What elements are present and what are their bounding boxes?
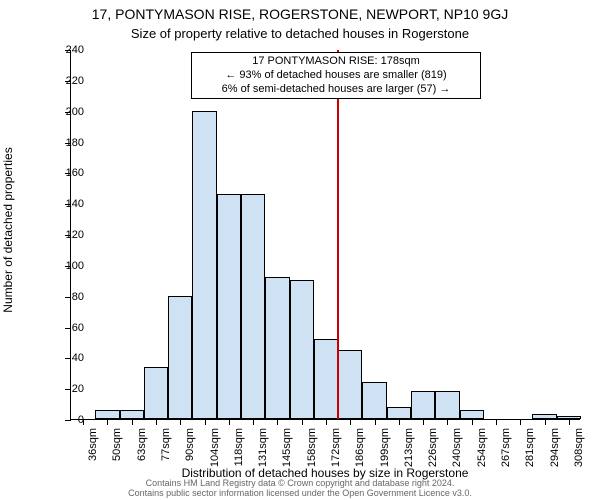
histogram-bar — [338, 350, 362, 419]
x-tick — [545, 419, 546, 425]
y-tick-label: 240 — [66, 44, 84, 56]
x-tick-label: 240sqm — [451, 428, 463, 467]
x-tick — [399, 419, 400, 425]
x-tick — [423, 419, 424, 425]
y-tick-label: 220 — [66, 75, 84, 87]
page-root: 17, PONTYMASON RISE, ROGERSTONE, NEWPORT… — [0, 0, 600, 500]
x-tick-label: 63sqm — [136, 428, 148, 461]
x-tick — [132, 419, 133, 425]
x-tick-label: 254sqm — [476, 428, 488, 467]
y-tick-label: 180 — [66, 137, 84, 149]
x-tick-label: 104sqm — [209, 428, 221, 467]
x-tick — [496, 419, 497, 425]
histogram-bar — [95, 410, 119, 419]
x-tick — [569, 419, 570, 425]
chart-area: 36sqm50sqm63sqm77sqm90sqm104sqm118sqm131… — [70, 50, 580, 420]
histogram-bar — [168, 296, 192, 419]
x-tick-label: 131sqm — [257, 428, 269, 467]
y-tick-label: 100 — [66, 260, 84, 272]
histogram-bar — [144, 367, 168, 419]
histogram-bar — [241, 194, 265, 419]
x-tick-label: 145sqm — [281, 428, 293, 467]
y-tick-label: 40 — [72, 352, 84, 364]
y-tick — [65, 328, 71, 329]
histogram-bar — [192, 111, 216, 419]
histogram-bar — [290, 280, 314, 419]
y-tick — [65, 297, 71, 298]
x-tick — [253, 419, 254, 425]
y-tick-label: 20 — [72, 383, 84, 395]
x-tick-label: 90sqm — [184, 428, 196, 461]
footer: Contains HM Land Registry data © Crown c… — [0, 479, 600, 499]
x-tick — [205, 419, 206, 425]
x-tick — [229, 419, 230, 425]
x-tick-label: 226sqm — [427, 428, 439, 467]
y-tick — [65, 358, 71, 359]
annotation-line: 6% of semi-detached houses are larger (5… — [198, 83, 474, 97]
x-tick — [302, 419, 303, 425]
x-tick — [350, 419, 351, 425]
page-title: 17, PONTYMASON RISE, ROGERSTONE, NEWPORT… — [0, 6, 600, 22]
annotation-box: 17 PONTYMASON RISE: 178sqm← 93% of detac… — [191, 52, 481, 99]
y-tick-label: 60 — [72, 322, 84, 334]
y-tick-label: 140 — [66, 198, 84, 210]
marker-line — [337, 50, 339, 419]
histogram-bar — [265, 277, 289, 419]
annotation-line: ← 93% of detached houses are smaller (81… — [198, 69, 474, 83]
x-tick-label: 118sqm — [233, 428, 245, 466]
y-axis-label: Number of detached properties — [1, 147, 15, 312]
x-tick — [156, 419, 157, 425]
histogram-bar — [387, 407, 411, 419]
y-tick — [65, 389, 71, 390]
y-tick — [65, 420, 71, 421]
annotation-line: 17 PONTYMASON RISE: 178sqm — [198, 55, 474, 69]
x-tick — [107, 419, 108, 425]
x-tick — [447, 419, 448, 425]
x-tick-label: 281sqm — [524, 428, 536, 467]
page-subtitle: Size of property relative to detached ho… — [0, 26, 600, 41]
y-tick-label: 200 — [66, 106, 84, 118]
y-tick-label: 120 — [66, 229, 84, 241]
histogram-bar — [435, 391, 459, 419]
x-tick-label: 308sqm — [573, 428, 585, 467]
histogram-bar — [362, 382, 386, 419]
x-tick-label: 267sqm — [500, 428, 512, 467]
x-tick-label: 213sqm — [403, 428, 415, 467]
x-tick — [520, 419, 521, 425]
x-tick-label: 186sqm — [354, 428, 366, 467]
x-tick — [472, 419, 473, 425]
x-tick-label: 50sqm — [111, 428, 123, 461]
x-tick-label: 294sqm — [549, 428, 561, 467]
histogram-bar — [411, 391, 435, 419]
histogram-bar — [314, 339, 338, 419]
y-tick-label: 80 — [72, 291, 84, 303]
x-tick — [326, 419, 327, 425]
x-tick-label: 77sqm — [160, 428, 172, 461]
x-tick-label: 36sqm — [87, 428, 99, 461]
plot-region: 36sqm50sqm63sqm77sqm90sqm104sqm118sqm131… — [70, 50, 580, 420]
x-tick-label: 199sqm — [379, 428, 391, 467]
footer-line-2: Contains public sector information licen… — [0, 489, 600, 499]
x-tick — [180, 419, 181, 425]
histogram-bar — [460, 410, 484, 419]
histogram-bar — [217, 194, 241, 419]
x-tick-label: 172sqm — [330, 428, 342, 467]
histogram-bar — [120, 410, 144, 419]
x-tick-label: 158sqm — [306, 428, 318, 467]
y-tick-label: 0 — [78, 414, 84, 426]
x-tick — [277, 419, 278, 425]
y-tick-label: 160 — [66, 167, 84, 179]
x-tick — [375, 419, 376, 425]
